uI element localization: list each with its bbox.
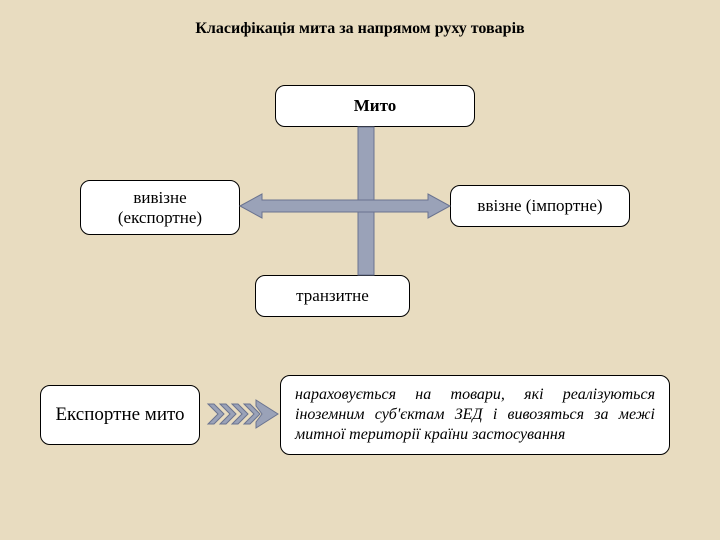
node-export-label: вивізне (експортне) <box>91 188 229 228</box>
node-export-title-label: Експортне мито <box>55 404 184 426</box>
node-myto: Мито <box>275 85 475 127</box>
node-export-title: Експортне мито <box>40 385 200 445</box>
node-import-label: ввізне (імпортне) <box>477 196 602 216</box>
edge-export-import <box>240 194 450 218</box>
edge-export-label-to-desc <box>208 400 278 428</box>
node-transit-label: транзитне <box>296 286 369 306</box>
node-myto-label: Мито <box>354 96 396 116</box>
node-export-desc-text: нараховується на товари, які реалізуютьс… <box>295 385 655 445</box>
node-export-desc: нараховується на товари, які реалізуютьс… <box>280 375 670 455</box>
node-import: ввізне (імпортне) <box>450 185 630 227</box>
node-export: вивізне (експортне) <box>80 180 240 235</box>
diagram-title: Класифікація мита за напрямом руху товар… <box>0 20 720 38</box>
node-transit: транзитне <box>255 275 410 317</box>
connectors <box>0 0 720 540</box>
edge-myto-transit <box>358 127 374 275</box>
